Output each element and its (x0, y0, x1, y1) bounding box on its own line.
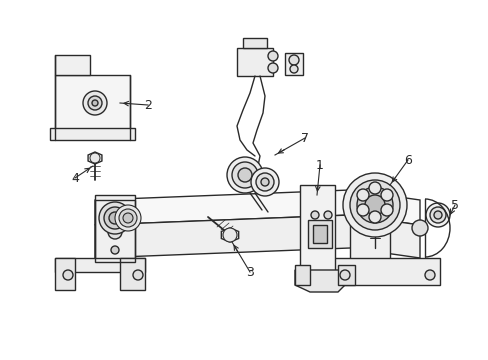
Circle shape (133, 270, 142, 280)
Circle shape (109, 212, 121, 224)
Polygon shape (95, 190, 419, 225)
Polygon shape (294, 270, 345, 292)
Polygon shape (237, 48, 272, 76)
Polygon shape (120, 258, 145, 290)
Polygon shape (50, 128, 135, 140)
Text: 1: 1 (315, 158, 323, 171)
Circle shape (104, 207, 126, 229)
Circle shape (119, 209, 137, 227)
Circle shape (425, 203, 449, 227)
Circle shape (63, 270, 73, 280)
Circle shape (289, 65, 297, 73)
Circle shape (356, 189, 368, 201)
Circle shape (92, 100, 98, 106)
Circle shape (356, 187, 392, 223)
Text: 7: 7 (301, 131, 308, 144)
Polygon shape (55, 258, 145, 272)
Polygon shape (307, 220, 331, 248)
Circle shape (99, 202, 131, 234)
Circle shape (380, 204, 392, 216)
Circle shape (342, 173, 406, 237)
Circle shape (349, 180, 399, 230)
Circle shape (88, 96, 102, 110)
Circle shape (256, 173, 273, 191)
Polygon shape (243, 38, 266, 48)
Polygon shape (299, 185, 334, 275)
Circle shape (111, 246, 119, 254)
Polygon shape (95, 215, 419, 258)
Text: 2: 2 (144, 99, 152, 112)
Polygon shape (55, 258, 75, 290)
Polygon shape (88, 152, 102, 164)
Polygon shape (312, 225, 326, 243)
Text: 5: 5 (450, 198, 458, 212)
Circle shape (310, 211, 318, 219)
Circle shape (380, 189, 392, 201)
Circle shape (226, 157, 263, 193)
Circle shape (288, 55, 298, 65)
Polygon shape (221, 228, 238, 242)
Polygon shape (55, 75, 130, 130)
Polygon shape (285, 53, 303, 75)
Circle shape (324, 211, 331, 219)
Circle shape (364, 195, 384, 215)
Polygon shape (337, 265, 354, 285)
Polygon shape (95, 195, 135, 262)
Circle shape (433, 211, 441, 219)
Circle shape (250, 168, 279, 196)
Circle shape (231, 162, 258, 188)
Circle shape (83, 91, 107, 115)
Circle shape (223, 228, 237, 242)
Polygon shape (349, 195, 389, 262)
Polygon shape (329, 258, 439, 285)
Circle shape (339, 270, 349, 280)
Text: 6: 6 (403, 153, 411, 166)
Circle shape (238, 168, 251, 182)
Circle shape (261, 178, 268, 186)
Circle shape (356, 204, 368, 216)
Circle shape (267, 51, 278, 61)
Circle shape (368, 182, 380, 194)
Circle shape (123, 213, 133, 223)
Text: 4: 4 (71, 171, 79, 185)
Circle shape (429, 207, 445, 223)
Text: 3: 3 (245, 266, 253, 279)
Circle shape (267, 63, 278, 73)
Polygon shape (294, 265, 309, 285)
Polygon shape (55, 55, 90, 75)
Circle shape (424, 270, 434, 280)
Circle shape (368, 211, 380, 223)
Circle shape (108, 225, 122, 239)
Circle shape (411, 220, 427, 236)
Circle shape (115, 205, 141, 231)
Circle shape (90, 153, 100, 163)
